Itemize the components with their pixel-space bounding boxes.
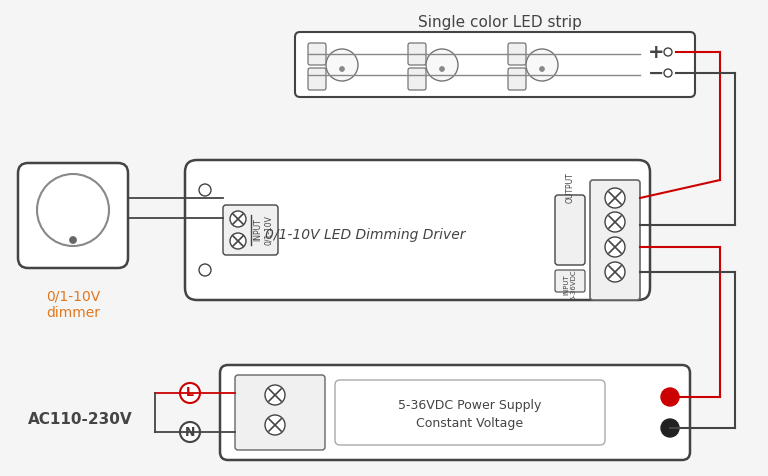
FancyBboxPatch shape xyxy=(555,195,585,265)
Circle shape xyxy=(69,237,77,244)
Text: 0/1-10V
dimmer: 0/1-10V dimmer xyxy=(46,290,100,320)
FancyBboxPatch shape xyxy=(555,270,585,292)
Text: 5-36VDC Power Supply: 5-36VDC Power Supply xyxy=(399,398,541,411)
Text: +: + xyxy=(648,42,664,61)
Circle shape xyxy=(230,211,246,227)
Circle shape xyxy=(265,415,285,435)
Text: 0/1-10V LED Dimming Driver: 0/1-10V LED Dimming Driver xyxy=(265,228,465,242)
Text: INPUT
5-36VDC: INPUT 5-36VDC xyxy=(564,270,577,300)
FancyBboxPatch shape xyxy=(408,68,426,90)
Text: Constant Voltage: Constant Voltage xyxy=(416,416,524,429)
Circle shape xyxy=(605,262,625,282)
Circle shape xyxy=(605,237,625,257)
FancyBboxPatch shape xyxy=(508,68,526,90)
FancyBboxPatch shape xyxy=(185,160,650,300)
Text: N: N xyxy=(185,426,195,438)
Circle shape xyxy=(326,49,358,81)
Circle shape xyxy=(605,212,625,232)
Circle shape xyxy=(526,49,558,81)
Circle shape xyxy=(664,48,672,56)
FancyBboxPatch shape xyxy=(508,43,526,65)
Text: L: L xyxy=(186,387,194,399)
FancyBboxPatch shape xyxy=(308,68,326,90)
Circle shape xyxy=(339,67,345,71)
FancyBboxPatch shape xyxy=(223,205,278,255)
FancyBboxPatch shape xyxy=(18,163,128,268)
Circle shape xyxy=(230,233,246,249)
Text: Single color LED strip: Single color LED strip xyxy=(418,14,582,30)
Circle shape xyxy=(539,67,545,71)
FancyBboxPatch shape xyxy=(235,375,325,450)
Text: OUTPUT: OUTPUT xyxy=(565,173,574,203)
Circle shape xyxy=(37,174,109,246)
Circle shape xyxy=(180,383,200,403)
Circle shape xyxy=(664,69,672,77)
Circle shape xyxy=(661,388,679,406)
Circle shape xyxy=(180,422,200,442)
Text: −: − xyxy=(648,63,664,82)
Circle shape xyxy=(426,49,458,81)
Circle shape xyxy=(199,264,211,276)
FancyBboxPatch shape xyxy=(335,380,605,445)
FancyBboxPatch shape xyxy=(590,180,640,300)
Circle shape xyxy=(661,419,679,437)
FancyBboxPatch shape xyxy=(308,43,326,65)
FancyBboxPatch shape xyxy=(408,43,426,65)
Circle shape xyxy=(439,67,445,71)
FancyBboxPatch shape xyxy=(295,32,695,97)
Circle shape xyxy=(199,184,211,196)
FancyBboxPatch shape xyxy=(220,365,690,460)
Text: AC110-230V: AC110-230V xyxy=(28,413,132,427)
Circle shape xyxy=(605,188,625,208)
Text: INPUT
0/1-10V: INPUT 0/1-10V xyxy=(253,215,273,245)
Circle shape xyxy=(265,385,285,405)
